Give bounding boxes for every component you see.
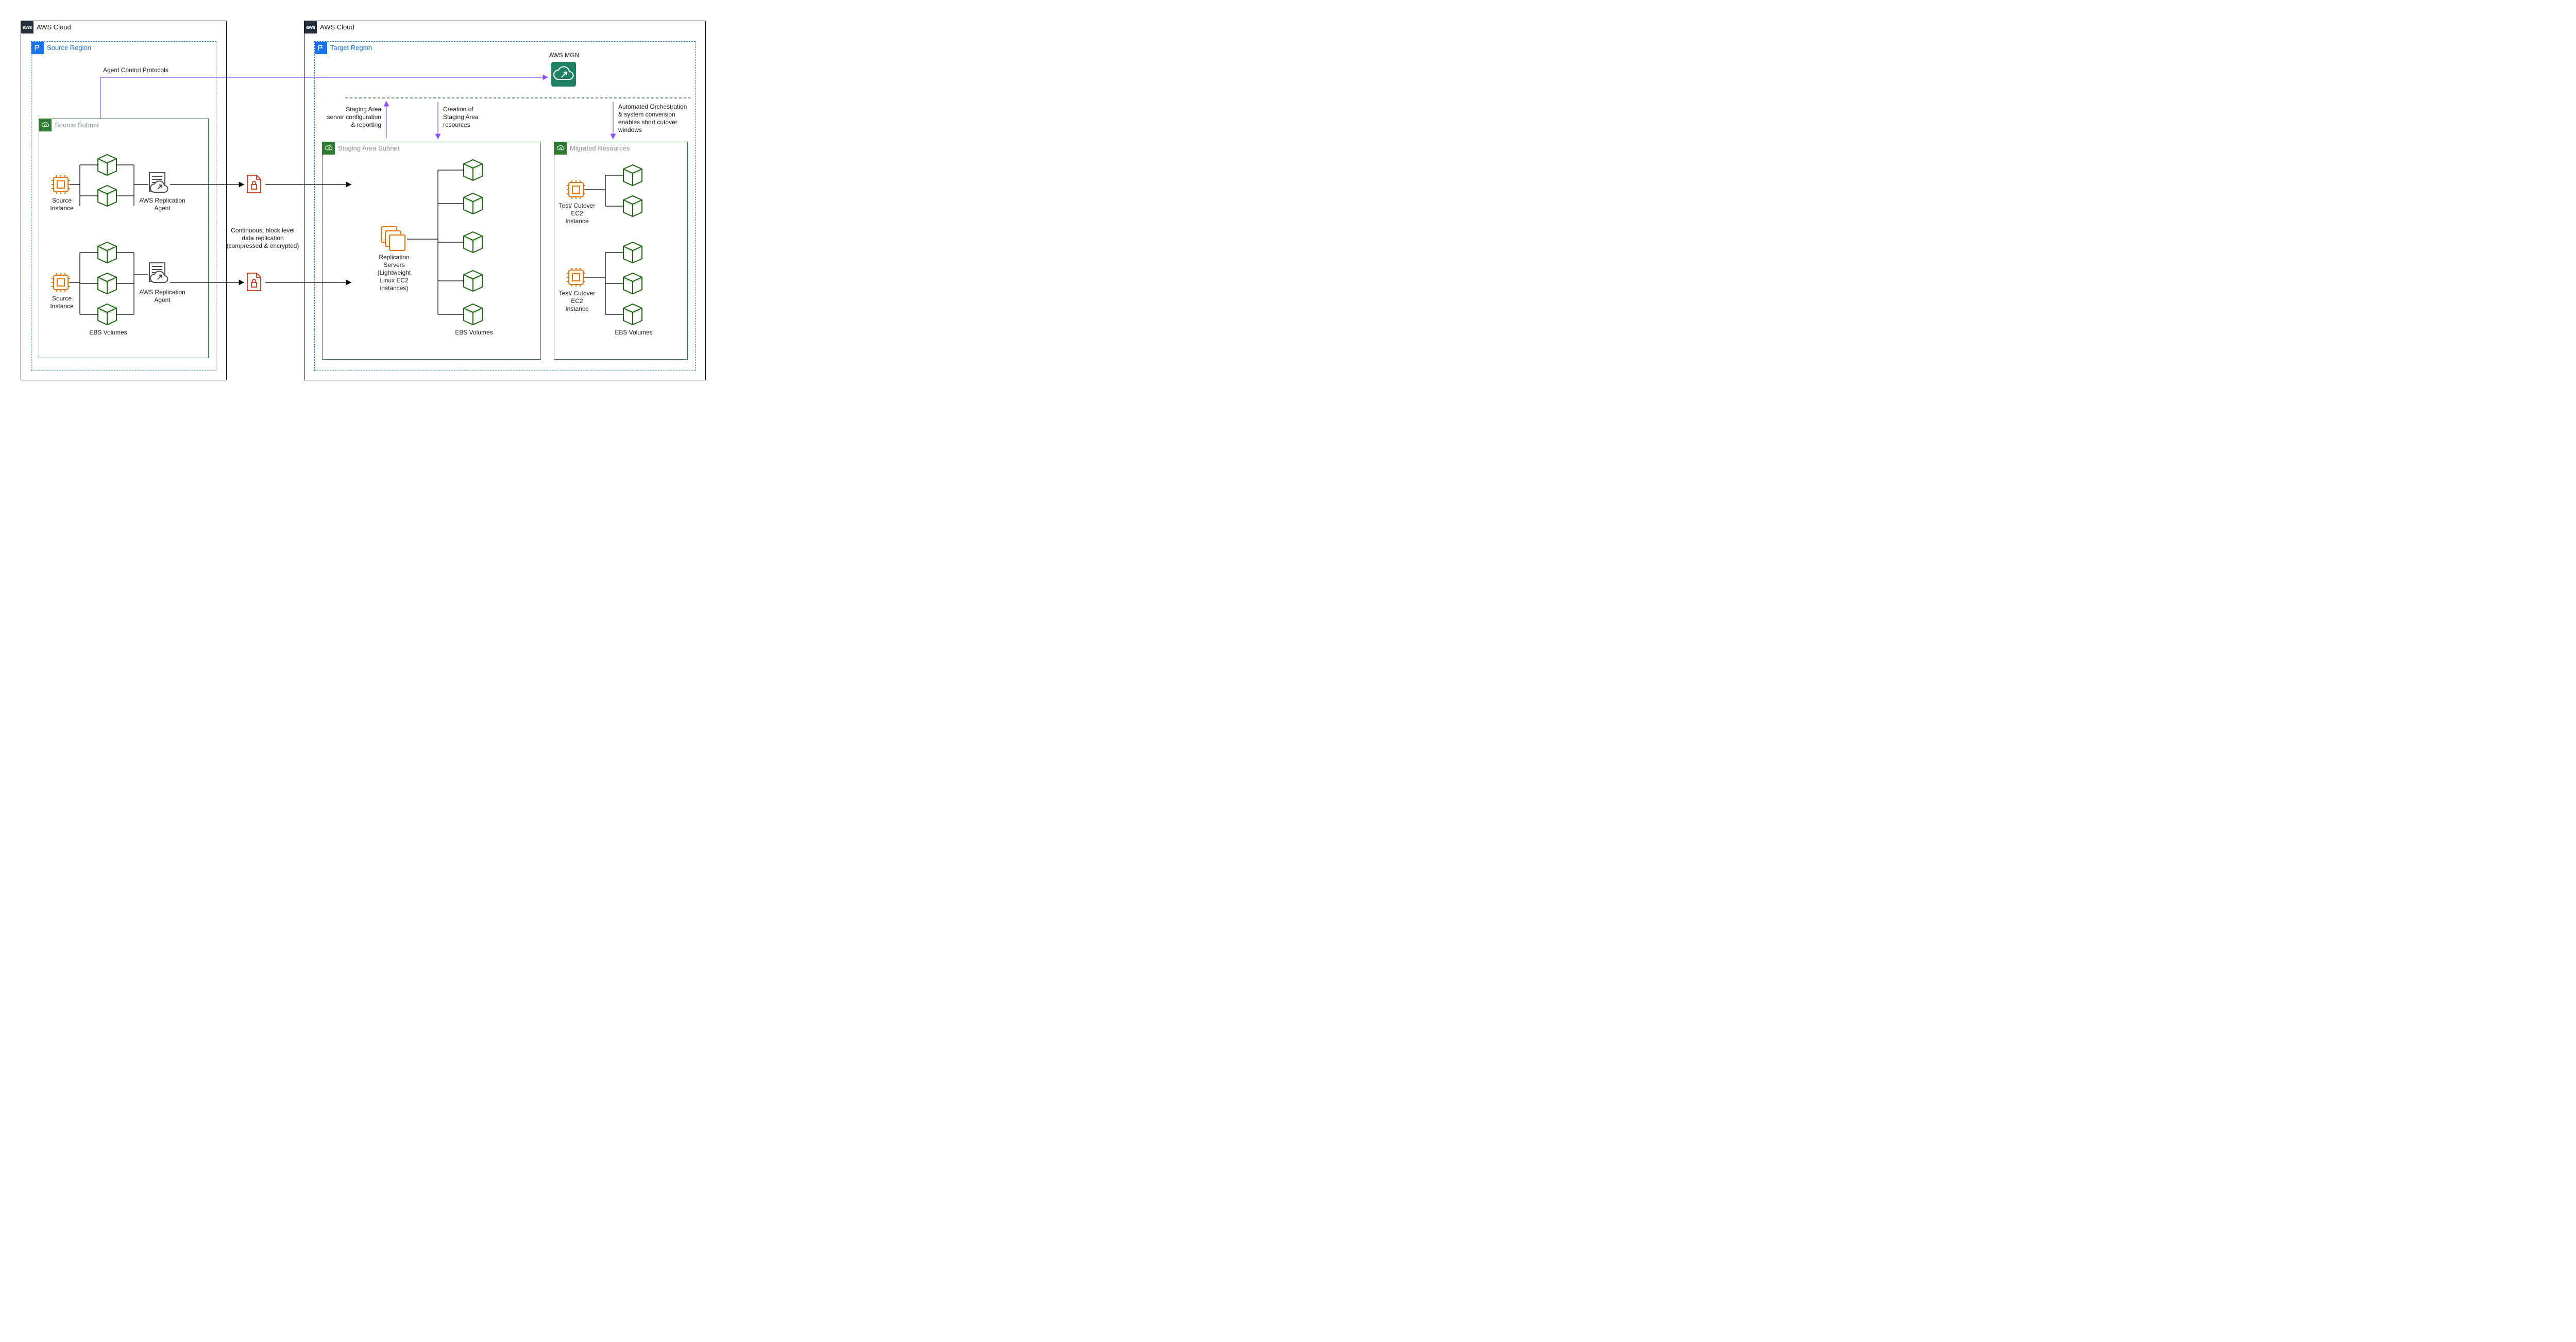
cloud-lock-icon	[554, 142, 567, 155]
source-subnet-label: Source Subnet	[52, 119, 99, 131]
target-cloud-label: AWS Cloud	[317, 21, 354, 33]
target-region-header: Target Region	[315, 42, 372, 54]
source-region-label: Source Region	[44, 42, 91, 54]
repl-servers-label: ReplicationServers(LightweightLinux EC2i…	[371, 254, 417, 292]
aws-mgn-architecture: aws AWS Cloud Source Region Source Subne…	[10, 10, 773, 381]
aws-logo-icon: aws	[21, 21, 33, 33]
target-region-label: Target Region	[327, 42, 372, 54]
migrated-ebs-label: EBS Volumes	[608, 329, 659, 337]
agent-control-label: Agent Control Protocols	[103, 66, 168, 74]
repl-agent-2-label: AWS ReplicationAgent	[134, 289, 191, 304]
cutover-1-label: Test/ CutoverEC2Instance	[556, 202, 598, 225]
staging-report-label: Staging Areaserver configuration& report…	[325, 106, 381, 129]
source-cloud-label: AWS Cloud	[33, 21, 71, 33]
target-cloud-header: aws AWS Cloud	[304, 21, 354, 33]
source-region-header: Source Region	[31, 42, 91, 54]
migrated-subnet-box: Migrated Resources	[554, 142, 688, 360]
mgn-label: AWS MGN	[544, 52, 585, 59]
flag-icon	[315, 42, 327, 54]
flag-icon	[31, 42, 44, 54]
source-subnet-header: Source Subnet	[39, 119, 99, 131]
aws-logo-icon: aws	[304, 21, 317, 33]
orchestration-label: Automated Orchestration& system conversi…	[618, 103, 696, 134]
source-instance-1-label: SourceInstance	[46, 197, 77, 212]
replication-label: Continuous, block leveldata replication(…	[224, 227, 301, 250]
staging-subnet-box: Staging Area Subnet	[322, 142, 541, 360]
staging-ebs-label: EBS Volumes	[448, 329, 500, 337]
repl-agent-1-label: AWS ReplicationAgent	[134, 197, 191, 212]
staging-subnet-label: Staging Area Subnet	[335, 142, 399, 155]
cutover-2-label: Test/ CutoverEC2Instance	[556, 290, 598, 313]
lock-icon-1	[247, 175, 261, 193]
migrated-subnet-header: Migrated Resources	[554, 142, 630, 155]
lock-icon-2	[247, 273, 261, 291]
source-subnet-box: Source Subnet	[39, 119, 209, 358]
staging-create-label: Creation ofStaging Arearesources	[443, 106, 495, 129]
staging-subnet-header: Staging Area Subnet	[323, 142, 399, 155]
migrated-subnet-label: Migrated Resources	[567, 142, 630, 155]
cloud-lock-icon	[323, 142, 335, 155]
source-ebs-label: EBS Volumes	[82, 329, 134, 337]
cloud-lock-icon	[39, 119, 52, 131]
source-cloud-header: aws AWS Cloud	[21, 21, 71, 33]
source-instance-2-label: SourceInstance	[46, 295, 77, 310]
